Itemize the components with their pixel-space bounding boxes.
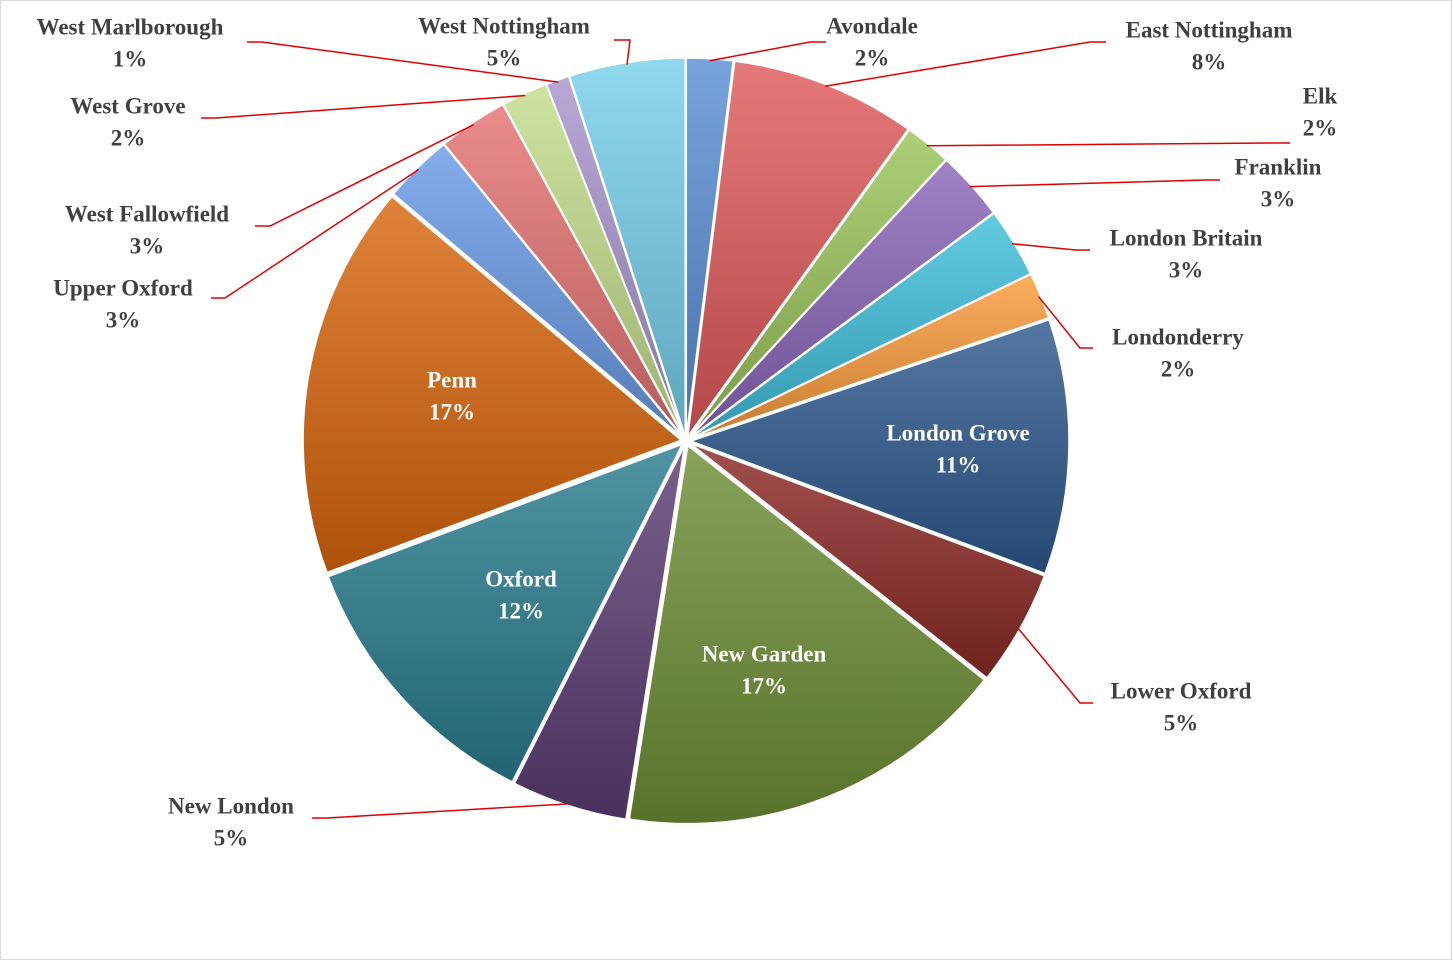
pie-slice [302, 195, 683, 574]
pie-slice [513, 445, 686, 821]
slice-label: East Nottingham [1126, 17, 1293, 42]
slice-label: Penn [427, 367, 477, 392]
pie-slice [443, 103, 684, 438]
slice-value-label: 5% [1164, 710, 1199, 735]
leader-line [1011, 242, 1090, 251]
slice-value-label: 12% [498, 598, 544, 623]
slice-label: Lower Oxford [1111, 678, 1252, 703]
leader-line [255, 123, 475, 227]
pie-slice [690, 273, 1050, 440]
leader-line [201, 94, 526, 119]
slice-label: Oxford [485, 566, 557, 591]
slice-value-label: 1% [113, 46, 148, 71]
slice-value-label: 2% [111, 125, 146, 150]
pie-slice [688, 128, 947, 438]
slice-label: West Grove [70, 93, 185, 118]
slice-value-label: 5% [214, 825, 249, 850]
slice-value-label: 5% [487, 45, 522, 70]
leader-line [211, 168, 420, 299]
pie-slice [689, 212, 1032, 440]
slice-label: Elk [1303, 83, 1338, 108]
slice-label: West Fallowfield [65, 201, 229, 226]
slice-value-label: 17% [429, 399, 475, 424]
slice-value-label: 3% [106, 307, 141, 332]
leader-line [1037, 296, 1093, 349]
pie-slice [545, 75, 686, 437]
slice-value-label: 8% [1192, 49, 1227, 74]
slice-value-label: 3% [1261, 186, 1296, 211]
pie-slice [685, 57, 735, 437]
pie-slice [688, 318, 1070, 575]
slice-label: Londonderry [1112, 324, 1244, 349]
leader-line [969, 179, 1220, 188]
leader-line [312, 802, 570, 819]
slice-value-label: 2% [1161, 356, 1196, 381]
slice-label: Avondale [826, 13, 918, 38]
slice-label: London Britain [1110, 225, 1263, 250]
leader-line [1017, 627, 1093, 704]
slice-value-label: 11% [936, 452, 981, 477]
pie-slice [327, 442, 684, 783]
slice-value-label: 17% [741, 673, 787, 698]
slice-label: Upper Oxford [53, 275, 193, 300]
pie-slice [687, 60, 910, 437]
slice-value-label: 3% [1169, 257, 1204, 282]
pie-slice [392, 143, 684, 439]
slice-value-label: 2% [1303, 115, 1338, 140]
slice-label: New Garden [702, 641, 827, 666]
leader-line [926, 142, 1290, 147]
leader-line [709, 41, 826, 62]
pie-slice [689, 159, 995, 439]
leader-line [614, 39, 631, 65]
slice-value-label: 3% [130, 233, 165, 258]
slice-label: Franklin [1235, 154, 1322, 179]
leader-line [824, 41, 1106, 87]
pie-slice [628, 444, 986, 825]
slice-label: West Marlborough [37, 14, 224, 39]
leader-line [247, 41, 559, 83]
slice-label: New London [168, 793, 294, 818]
slice-label: London Grove [886, 420, 1029, 445]
slice-label: West Nottingham [418, 13, 590, 38]
slice-value-label: 2% [855, 45, 890, 70]
